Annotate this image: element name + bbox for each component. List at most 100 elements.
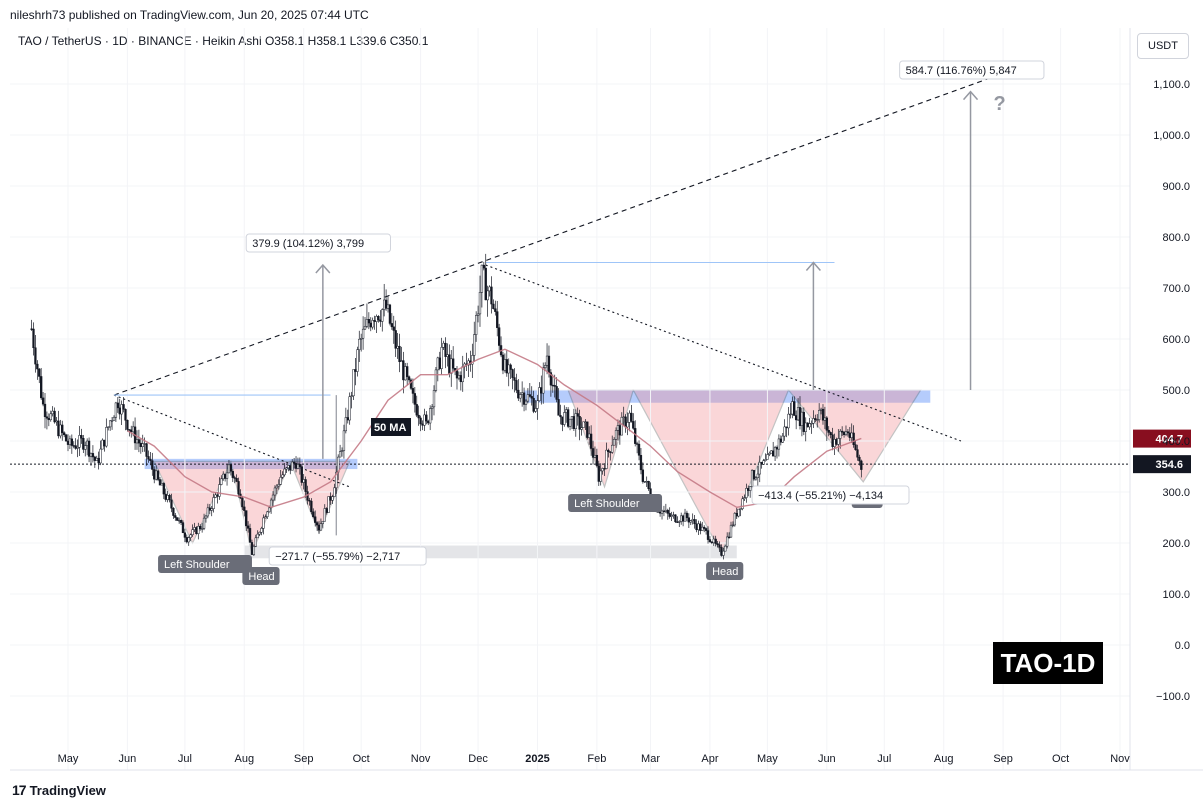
candle-body bbox=[256, 533, 259, 539]
candle-body bbox=[300, 466, 303, 483]
candle-body bbox=[827, 429, 830, 433]
candle-body bbox=[430, 406, 434, 409]
candle-body bbox=[373, 320, 376, 322]
candle-body bbox=[731, 524, 735, 527]
candle-body bbox=[254, 537, 257, 547]
candle-body bbox=[402, 360, 405, 381]
candle-body bbox=[812, 418, 815, 424]
candle-body bbox=[672, 514, 675, 516]
candle-body bbox=[122, 404, 125, 410]
candle-body bbox=[383, 299, 386, 310]
candle-body bbox=[664, 509, 668, 512]
candle-body bbox=[856, 449, 859, 458]
candle-body bbox=[515, 380, 518, 391]
candle-body bbox=[718, 544, 721, 548]
candle-body bbox=[741, 498, 744, 509]
candle-body bbox=[819, 408, 823, 411]
candle-body bbox=[852, 432, 855, 445]
candle-body bbox=[177, 519, 181, 522]
candle-body bbox=[471, 355, 474, 365]
candle-body bbox=[842, 431, 846, 435]
label-drop-left: −271.7 (−55.79%) −2,717 bbox=[275, 551, 400, 563]
candle-body bbox=[340, 450, 344, 452]
candle-body bbox=[825, 417, 828, 431]
candle-body bbox=[568, 418, 572, 427]
candle-body bbox=[72, 445, 75, 447]
candle-body bbox=[685, 512, 689, 518]
tradingview-logo[interactable]: 17 TradingView bbox=[12, 782, 106, 798]
candle-body bbox=[490, 286, 493, 305]
y-tick-label: 400.0 bbox=[1162, 436, 1190, 448]
candle-body bbox=[227, 464, 231, 474]
candle-body bbox=[858, 456, 861, 462]
candle-body bbox=[781, 435, 784, 443]
candle-body bbox=[367, 319, 370, 324]
ma-price-tag: 404.7 bbox=[1155, 434, 1183, 446]
candle-body bbox=[361, 328, 365, 339]
candle-body bbox=[637, 443, 641, 456]
candle-body bbox=[452, 358, 455, 369]
candle-body bbox=[804, 422, 807, 432]
candle-body bbox=[540, 387, 543, 394]
candle-body bbox=[846, 431, 850, 434]
y-tick-label: 800.0 bbox=[1162, 232, 1190, 244]
x-tick-label: Oct bbox=[353, 753, 370, 765]
candle-body bbox=[386, 304, 390, 309]
candle-body bbox=[612, 439, 616, 446]
y-tick-label: 100.0 bbox=[1162, 589, 1190, 601]
candle-body bbox=[216, 494, 219, 497]
candle-body bbox=[407, 376, 411, 381]
candle-body bbox=[143, 443, 146, 445]
candle-body bbox=[381, 309, 384, 322]
candle-body bbox=[848, 432, 851, 438]
candle-body bbox=[379, 319, 382, 322]
candle-body bbox=[814, 418, 817, 421]
candle-body bbox=[549, 372, 553, 386]
candle-body bbox=[835, 439, 838, 445]
trendline-neckline-left bbox=[113, 394, 350, 488]
candle-body bbox=[727, 536, 731, 539]
y-tick-label: −100.0 bbox=[1156, 691, 1190, 703]
candle-body bbox=[80, 435, 83, 439]
candle-body bbox=[653, 502, 656, 505]
candle-body bbox=[754, 477, 758, 480]
candle-body bbox=[99, 448, 102, 464]
candle-body bbox=[363, 326, 367, 330]
candle-body bbox=[816, 419, 819, 421]
candle-body bbox=[294, 463, 298, 469]
candle-body bbox=[628, 412, 631, 423]
label-left-shoulder: Left Shoulder bbox=[164, 559, 230, 571]
candle-body bbox=[482, 264, 485, 269]
candle-body bbox=[745, 488, 748, 498]
candle-body bbox=[239, 493, 242, 499]
label-drop-left-bg bbox=[268, 546, 427, 566]
candle-body bbox=[151, 460, 154, 470]
candle-body bbox=[641, 469, 645, 482]
candle-body bbox=[750, 470, 754, 487]
candle-body bbox=[116, 402, 119, 409]
candle-body bbox=[716, 543, 719, 546]
candle-body bbox=[394, 330, 397, 349]
candle-body bbox=[722, 550, 725, 556]
candle-body bbox=[64, 434, 68, 442]
candle-body bbox=[409, 379, 413, 389]
candle-body bbox=[453, 368, 457, 371]
y-tick-label: 600.0 bbox=[1162, 334, 1190, 346]
pattern-left-shoulder bbox=[153, 460, 232, 545]
candle-body bbox=[534, 408, 537, 412]
candle-body bbox=[662, 510, 666, 513]
candle-body bbox=[545, 355, 549, 366]
candle-body bbox=[837, 438, 840, 445]
currency-unit-button[interactable]: USDT bbox=[1137, 33, 1189, 59]
candle-body bbox=[223, 473, 227, 479]
candle-body bbox=[566, 409, 570, 427]
candle-body bbox=[358, 338, 361, 350]
candle-body bbox=[543, 365, 547, 368]
candle-body bbox=[473, 334, 476, 356]
candle-body bbox=[580, 427, 583, 430]
candle-body bbox=[802, 411, 805, 432]
candle-body bbox=[643, 481, 646, 483]
candle-body bbox=[38, 368, 41, 377]
candle-body bbox=[285, 467, 288, 470]
